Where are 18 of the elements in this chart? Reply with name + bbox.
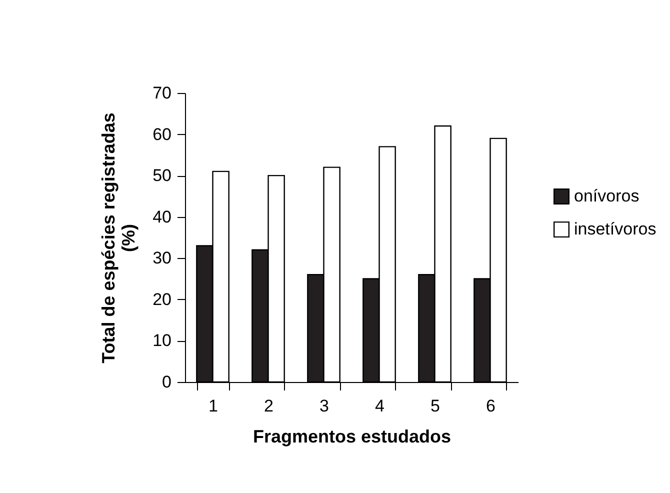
x-tick-label: 1	[208, 396, 218, 416]
y-tick-label: 70	[152, 84, 172, 102]
x-tick-label: 4	[375, 396, 384, 416]
x-tick-label: 5	[430, 396, 440, 416]
x-tick-label: 2	[264, 396, 274, 416]
y-tick-label: 40	[152, 207, 172, 226]
x-axis-title: Fragmentos estudados	[252, 426, 452, 446]
y-tick-label: 60	[152, 124, 172, 144]
y-tick-label: 50	[152, 166, 172, 186]
legend-label: insetívoros	[574, 220, 656, 238]
y-tick-label: 10	[152, 331, 172, 350]
x-tick-label: 3	[320, 396, 329, 416]
y-axis-title: Total de espécies registradas (%)	[98, 112, 139, 364]
y-tick-label: 20	[152, 290, 172, 309]
y-tick-label: 0	[162, 372, 172, 392]
y-tick-label: 30	[152, 248, 172, 268]
legend-label: onívoros	[574, 186, 640, 206]
x-tick-label: 6	[486, 396, 496, 416]
